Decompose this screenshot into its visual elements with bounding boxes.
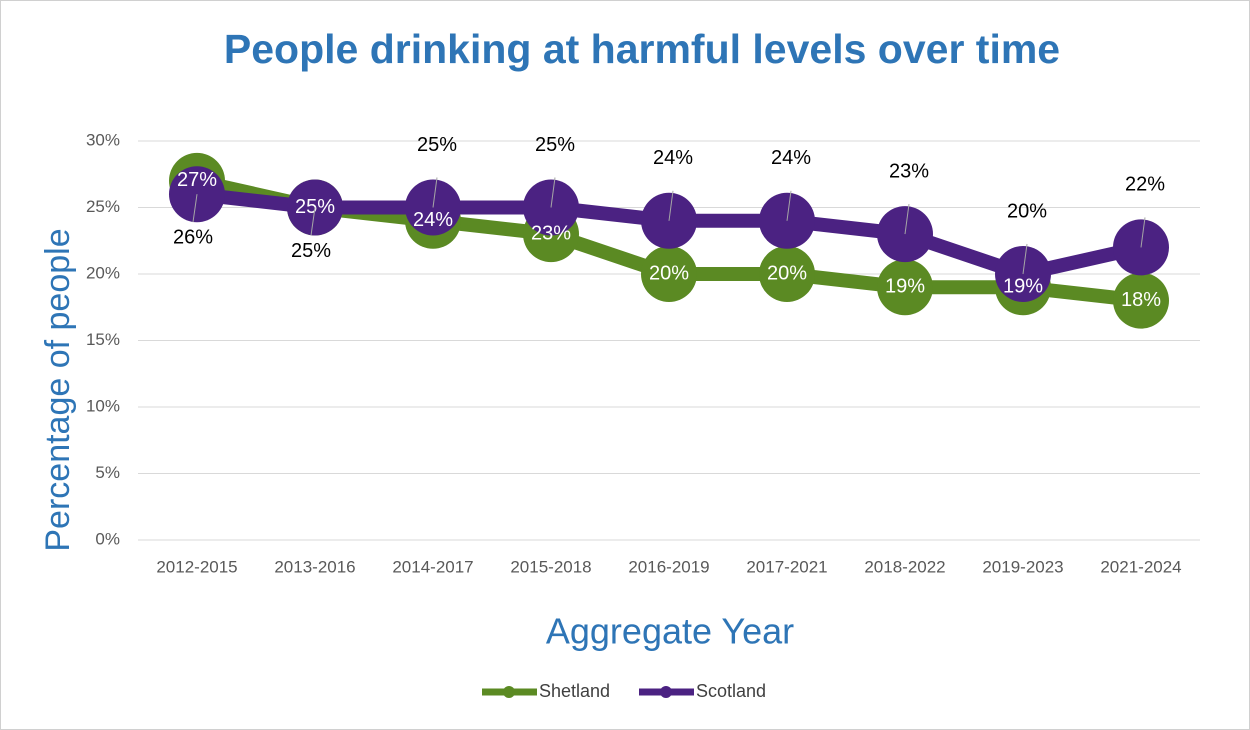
x-tick-label: 2012-2015	[156, 557, 237, 576]
x-tick-label: 2017-2021	[746, 557, 827, 576]
data-label: 20%	[1007, 200, 1047, 222]
y-tick-label: 0%	[95, 529, 120, 548]
leader-line	[1022, 243, 1028, 275]
marker	[641, 246, 697, 302]
leader-line	[192, 194, 198, 223]
data-label: 20%	[767, 262, 807, 284]
data-label: 18%	[1121, 289, 1161, 311]
y-tick-label: 20%	[86, 263, 120, 282]
leader-line	[550, 177, 556, 208]
x-tick-label: 2014-2017	[392, 557, 473, 576]
data-label: 24%	[653, 147, 693, 169]
y-tick-label: 25%	[86, 197, 120, 216]
marker	[1113, 272, 1169, 329]
data-label: 23%	[531, 222, 571, 244]
data-label: 24%	[771, 147, 811, 169]
data-label: 24%	[413, 209, 453, 231]
x-tick-label: 2021-2024	[1100, 557, 1181, 576]
data-label: 25%	[295, 196, 335, 218]
legend-marker	[660, 686, 672, 698]
legend-marker	[503, 686, 515, 698]
y-tick-label: 5%	[95, 463, 120, 482]
data-label: 23%	[889, 160, 929, 182]
marker	[877, 259, 933, 316]
data-label: 27%	[177, 169, 217, 191]
marker	[759, 246, 815, 302]
x-tick-label: 2019-2023	[982, 557, 1063, 576]
x-tick-label: 2015-2018	[510, 557, 591, 576]
data-label: 20%	[649, 262, 689, 284]
data-label: 26%	[173, 226, 213, 248]
legend-label: Shetland	[539, 681, 610, 701]
data-label: 25%	[417, 134, 457, 156]
legend-label: Scotland	[696, 681, 766, 701]
y-tick-label: 30%	[86, 130, 120, 149]
chart-title: People drinking at harmful levels over t…	[224, 26, 1060, 72]
data-label: 25%	[535, 134, 575, 156]
x-tick-label: 2013-2016	[274, 557, 355, 576]
data-label: 25%	[291, 240, 331, 262]
leader-line	[904, 204, 910, 235]
leader-line	[668, 190, 674, 221]
x-tick-label: 2016-2019	[628, 557, 709, 576]
leader-line	[786, 190, 792, 221]
y-axis-title: Percentage of people	[39, 228, 77, 551]
y-tick-label: 10%	[86, 396, 120, 415]
data-label: 19%	[885, 276, 925, 298]
leader-line	[310, 207, 316, 236]
x-tick-label: 2018-2022	[864, 557, 945, 576]
y-tick-label: 15%	[86, 330, 120, 349]
leader-line	[1140, 217, 1146, 248]
x-axis-title: Aggregate Year	[546, 611, 794, 652]
data-label: 22%	[1125, 174, 1165, 196]
data-label: 19%	[1003, 276, 1043, 298]
leader-line	[432, 177, 438, 208]
